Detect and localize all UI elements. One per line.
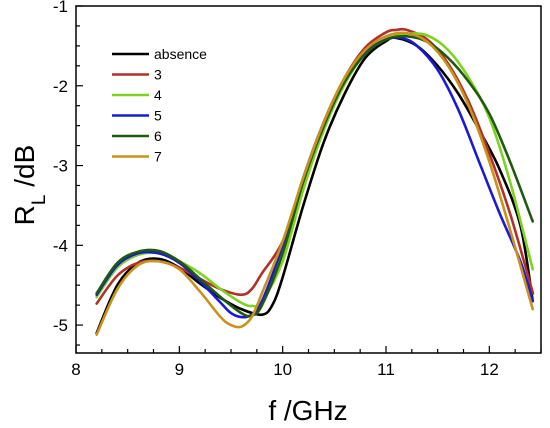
legend-label-3: 3 xyxy=(154,67,162,83)
y-tick-label: -5 xyxy=(53,316,68,335)
y-tick-label: -3 xyxy=(53,157,68,176)
y-tick-label: -2 xyxy=(53,77,68,96)
y-axis-title-main: R xyxy=(9,205,40,225)
plot-area xyxy=(75,5,542,354)
x-axis: 8 9 10 11 12 xyxy=(71,346,542,379)
y-axis-title-sub: L xyxy=(29,195,50,206)
y-axis-title: RL /dB xyxy=(9,145,50,226)
y-axis-title-rest: /dB xyxy=(9,145,40,195)
legend-label-5: 5 xyxy=(154,108,162,124)
x-tick-label: 9 xyxy=(175,360,184,379)
legend-label-absence: absence xyxy=(154,46,207,62)
y-axis: -1 -2 -3 -4 -5 xyxy=(53,0,83,346)
x-tick-label: 11 xyxy=(377,360,395,379)
y-tick-label: -1 xyxy=(53,0,68,16)
plot-frame xyxy=(75,5,542,354)
legend-label-7: 7 xyxy=(154,149,162,165)
x-axis-title: f /GHz xyxy=(268,395,347,426)
series-lines xyxy=(95,27,535,336)
x-tick-label: 12 xyxy=(480,360,499,379)
x-tick-label: 8 xyxy=(71,360,80,379)
legend: absence 3 4 5 6 7 xyxy=(112,46,207,165)
series-line-7 xyxy=(95,31,535,336)
legend-label-6: 6 xyxy=(154,128,162,144)
legend-label-4: 4 xyxy=(154,87,162,103)
y-tick-label: -4 xyxy=(53,236,68,255)
x-tick-label: 10 xyxy=(273,360,292,379)
